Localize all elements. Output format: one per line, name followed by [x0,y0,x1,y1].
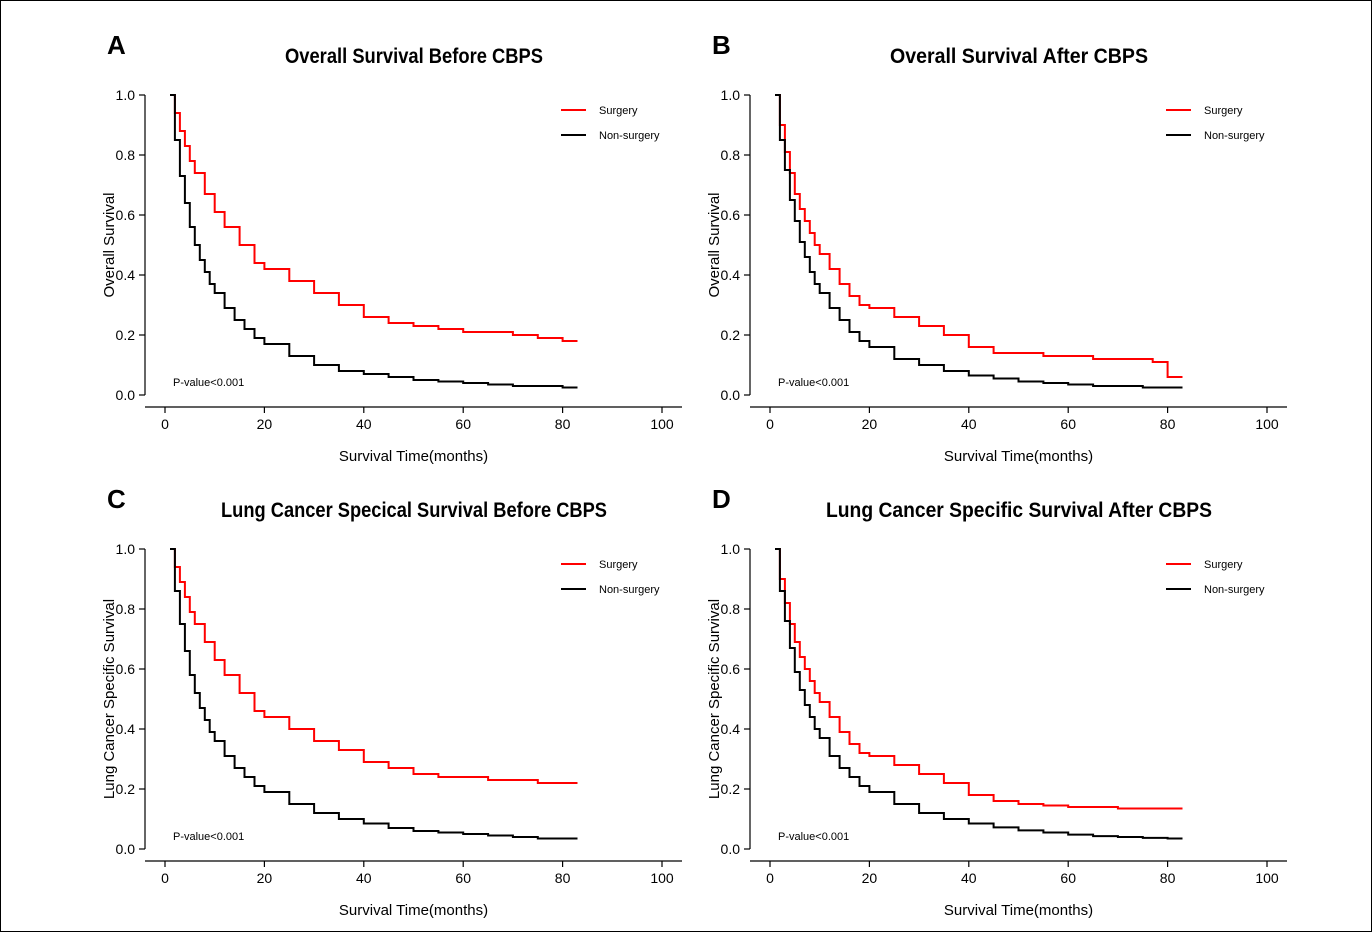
x-tick-label: 60 [1060,416,1076,432]
legend-label: Surgery [1204,559,1243,571]
x-tick-label: 100 [1255,870,1279,886]
series-line-non-surgery [170,548,578,840]
x-tick-label: 20 [257,870,273,886]
p-value-annotation: P-value<0.001 [778,377,849,389]
chart-title: Overall Survival After CBPS [890,45,1148,68]
x-axis-title: Survival Time(months) [944,448,1093,465]
y-tick-label: 0.0 [116,387,136,403]
y-tick-label: 0.6 [116,207,136,223]
series-line-non-surgery [775,548,1183,840]
series-line-non-surgery [170,94,578,389]
y-tick-label: 0.2 [116,327,136,343]
chart-panel-d: D Lung Cancer Specific Survival After CBP… [706,484,1287,919]
y-tick-label: 0.2 [721,781,741,797]
chart-panel-c: C Lung Cancer Specical Survival Before CB… [101,484,682,919]
y-tick-label: 1.0 [116,87,136,103]
y-tick-label: 0.6 [721,207,741,223]
x-tick-label: 20 [862,870,878,886]
x-tick-label: 20 [257,416,273,432]
y-axis-title: Lung Cancer Specific Survival [101,599,118,799]
series-line-surgery [775,94,1183,378]
x-tick-label: 0 [161,870,169,886]
y-tick-label: 0.8 [721,601,741,617]
y-tick-label: 0.6 [721,661,741,677]
x-tick-label: 80 [1160,416,1176,432]
x-axis-title: Survival Time(months) [339,902,488,919]
series-line-surgery [170,94,578,342]
series-line-surgery [775,548,1183,810]
y-tick-label: 0.4 [116,267,136,283]
x-tick-label: 20 [862,416,878,432]
panel-letter: C [107,484,126,514]
panel-letter: A [107,30,126,60]
x-tick-label: 40 [356,416,372,432]
y-tick-label: 0.4 [721,721,741,737]
y-tick-label: 0.0 [116,841,136,857]
panel-letter: D [712,484,731,514]
x-tick-label: 0 [766,416,774,432]
panel-letter: B [712,30,731,60]
chart-title: Overall Survival Before CBPS [285,45,543,68]
legend-label: Non-surgery [1204,584,1265,596]
chart-panel-a: A Overall Survival Before CBPS 0.0 0.2 0.4 0.… [101,30,682,465]
legend-label: Surgery [599,559,638,571]
y-tick-label: 0.8 [721,147,741,163]
legend-label: Non-surgery [1204,130,1265,142]
y-tick-label: 0.4 [721,267,741,283]
x-tick-label: 100 [650,416,674,432]
x-tick-label: 40 [961,870,977,886]
x-tick-label: 0 [161,416,169,432]
x-tick-label: 80 [1160,870,1176,886]
y-tick-label: 0.8 [116,147,136,163]
x-tick-label: 100 [1255,416,1279,432]
y-tick-label: 1.0 [721,541,741,557]
y-axis-title: Lung Cancer Specific Survival [706,599,723,799]
y-tick-label: 0.0 [721,841,741,857]
y-tick-label: 0.0 [721,387,741,403]
x-tick-label: 0 [766,870,774,886]
x-tick-label: 60 [1060,870,1076,886]
x-axis-title: Survival Time(months) [944,902,1093,919]
y-tick-label: 1.0 [116,541,136,557]
legend-label: Non-surgery [599,130,660,142]
x-tick-label: 40 [356,870,372,886]
x-axis-title: Survival Time(months) [339,448,488,465]
x-tick-label: 60 [455,416,471,432]
series-line-non-surgery [775,94,1183,389]
x-tick-label: 60 [455,870,471,886]
legend-label: Surgery [599,105,638,117]
p-value-annotation: P-value<0.001 [778,831,849,843]
series-line-surgery [170,548,578,784]
x-tick-label: 80 [555,870,571,886]
y-tick-label: 0.8 [116,601,136,617]
chart-title: Lung Cancer Specical Survival Before CBP… [221,499,607,522]
p-value-annotation: P-value<0.001 [173,831,244,843]
y-axis-title: Overall Survival [706,192,723,297]
x-tick-label: 80 [555,416,571,432]
y-tick-label: 0.2 [721,327,741,343]
y-tick-label: 1.0 [721,87,741,103]
x-tick-label: 40 [961,416,977,432]
y-tick-label: 0.2 [116,781,136,797]
x-tick-label: 100 [650,870,674,886]
y-tick-label: 0.4 [116,721,136,737]
p-value-annotation: P-value<0.001 [173,377,244,389]
chart-panel-b: B Overall Survival After CBPS 0.0 0.2 0.4 0.6… [706,30,1287,465]
legend-label: Surgery [1204,105,1243,117]
y-axis-title: Overall Survival [101,192,118,297]
chart-title: Lung Cancer Specific Survival After CBPS [826,499,1212,522]
legend-label: Non-surgery [599,584,660,596]
y-tick-label: 0.6 [116,661,136,677]
